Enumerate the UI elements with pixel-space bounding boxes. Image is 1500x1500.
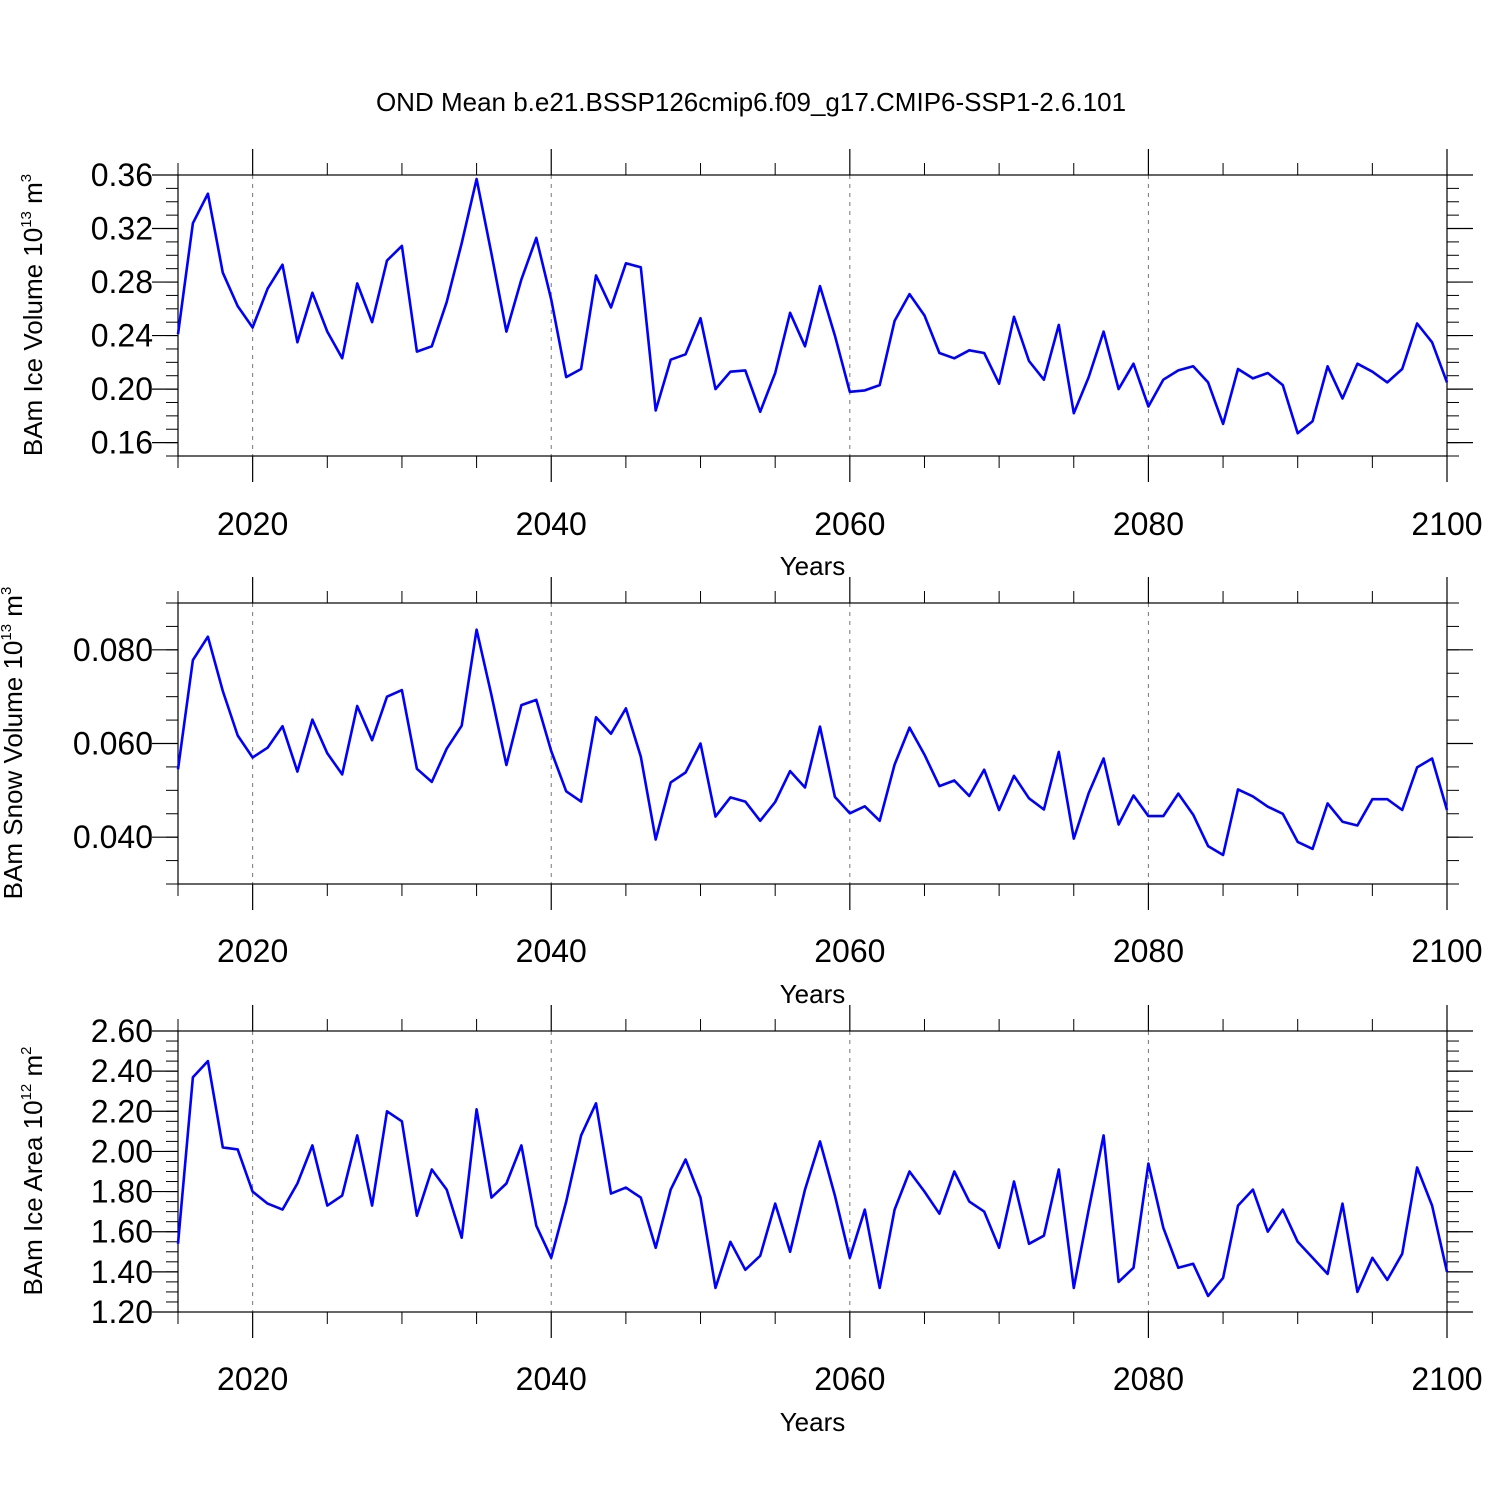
y-tick-label-0.040: 0.040 xyxy=(73,819,153,855)
y-tick-label-1.40: 1.40 xyxy=(91,1254,153,1290)
y-tick-label-2.40: 2.40 xyxy=(91,1053,153,1089)
x-tick-label-2100: 2100 xyxy=(1411,1361,1482,1397)
panel-ice-volume: 2020 2040 2060 2080 2100 0.16 0.20 0.24 0.28 0.32… xyxy=(18,149,1483,581)
x-tick-label-2080: 2080 xyxy=(1113,1361,1184,1397)
x-axis-label: Years xyxy=(780,979,846,1009)
x-tick-label-2020: 2020 xyxy=(217,1361,288,1397)
figure-title: OND Mean b.e21.BSSP126cmip6.f09_g17.CMIP… xyxy=(376,87,1126,117)
series-line xyxy=(176,177,1449,435)
plot-frame xyxy=(177,1030,1448,1313)
x-tick-label-2080: 2080 xyxy=(1113,933,1184,969)
series-line xyxy=(176,628,1449,857)
y-axis-label: BAm Ice Volume 1013 m3 xyxy=(18,174,48,456)
plot-frame xyxy=(177,174,1448,457)
x-tick-label-2040: 2040 xyxy=(516,1361,587,1397)
x-axis-label: Years xyxy=(780,551,846,581)
x-tick-label-2100: 2100 xyxy=(1411,933,1482,969)
y-tick-label-1.20: 1.20 xyxy=(91,1294,153,1330)
panel-ice-area: 2020 2040 2060 2080 2100 1.20 1.40 1.60 1.80 2.00… xyxy=(18,1005,1483,1437)
x-tick-label-2080: 2080 xyxy=(1113,506,1184,542)
y-tick-label-0.32: 0.32 xyxy=(91,211,153,247)
y-tick-label-1.60: 1.60 xyxy=(91,1214,153,1250)
series-line xyxy=(176,1059,1449,1298)
y-tick-label-0.36: 0.36 xyxy=(91,157,153,193)
x-tick-label-2100: 2100 xyxy=(1411,506,1482,542)
x-tick-label-2020: 2020 xyxy=(217,933,288,969)
x-tick-label-2060: 2060 xyxy=(814,933,885,969)
y-tick-label-0.16: 0.16 xyxy=(91,425,153,461)
x-tick-label-2040: 2040 xyxy=(516,933,587,969)
y-tick-label-2.20: 2.20 xyxy=(91,1093,153,1129)
y-tick-label-0.24: 0.24 xyxy=(91,318,153,354)
y-axis-label: BAm Snow Volume 1013 m3 xyxy=(0,587,28,900)
x-tick-label-2040: 2040 xyxy=(516,506,587,542)
y-tick-label-1.80: 1.80 xyxy=(91,1174,153,1210)
y-tick-label-0.28: 0.28 xyxy=(91,264,153,300)
y-axis-label: BAm Ice Area 1012 m2 xyxy=(18,1046,48,1295)
y-tick-label-0.060: 0.060 xyxy=(73,726,153,762)
plot-frame xyxy=(177,602,1448,885)
x-tick-label-2020: 2020 xyxy=(217,506,288,542)
y-tick-label-0.080: 0.080 xyxy=(73,632,153,668)
x-axis-label: Years xyxy=(780,1407,846,1437)
panel-snow-volume: 2020 2040 2060 2080 2100 0.040 0.060 0.080 Years… xyxy=(0,577,1483,1009)
x-tick-label-2060: 2060 xyxy=(814,506,885,542)
y-tick-label-0.20: 0.20 xyxy=(91,371,153,407)
y-tick-label-2.60: 2.60 xyxy=(91,1013,153,1049)
x-tick-label-2060: 2060 xyxy=(814,1361,885,1397)
y-tick-label-2.00: 2.00 xyxy=(91,1133,153,1169)
